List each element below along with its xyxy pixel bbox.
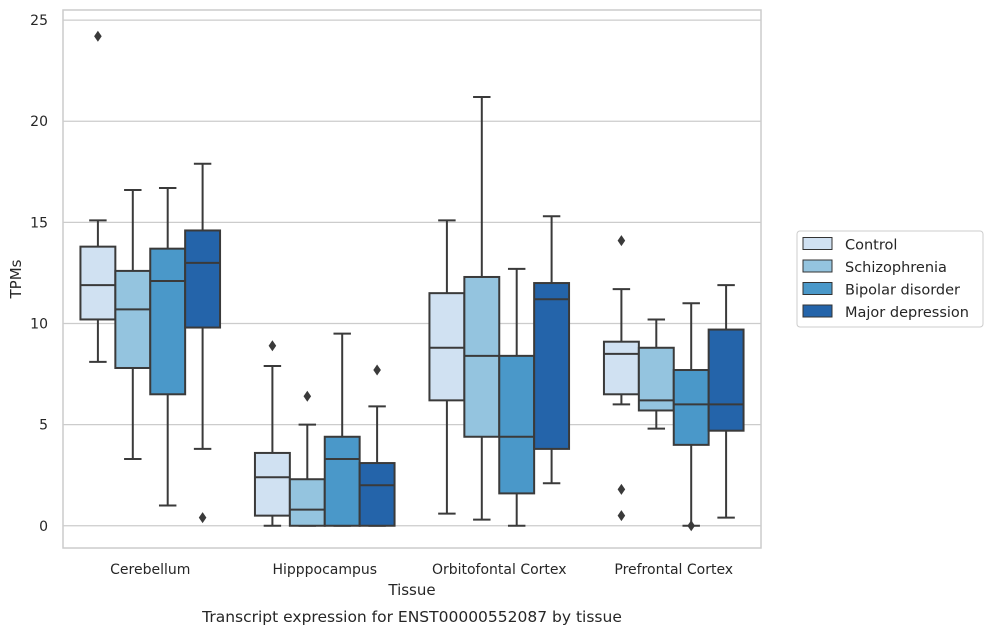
box-body bbox=[498, 354, 536, 495]
y-axis-label: TPMs bbox=[7, 259, 25, 299]
outlier-point bbox=[617, 235, 626, 247]
legend: Control Schizophrenia Bipolar disorder Majo… bbox=[796, 230, 984, 328]
box-hipppocampus-control bbox=[253, 340, 291, 527]
box-body bbox=[533, 282, 571, 450]
box-body bbox=[253, 451, 291, 517]
box-body bbox=[79, 245, 117, 321]
box-body bbox=[358, 462, 396, 527]
box-orbitofontal-cortex-schizophrenia bbox=[463, 95, 501, 521]
box-cerebellum-schizophrenia bbox=[114, 189, 152, 461]
box-orbitofontal-cortex-bipolar-disorder bbox=[498, 267, 536, 527]
legend-label: Bipolar disorder bbox=[845, 283, 960, 299]
legend-swatch bbox=[802, 304, 833, 318]
box-cerebellum-bipolar-disorder bbox=[149, 186, 187, 507]
box-prefrontal-cortex-major-depression bbox=[707, 284, 745, 519]
legend-frame bbox=[796, 230, 984, 328]
box-prefrontal-cortex-control bbox=[602, 235, 640, 522]
legend-swatch bbox=[802, 259, 833, 273]
box-body bbox=[114, 269, 152, 369]
legend-label: Schizophrenia bbox=[845, 260, 947, 276]
box-hipppocampus-major-depression bbox=[358, 364, 396, 527]
box-body bbox=[149, 247, 187, 396]
chart-caption: Transcript expression for ENST0000055208… bbox=[201, 608, 622, 626]
boxes-layer bbox=[79, 30, 745, 532]
outlier-point bbox=[198, 512, 207, 524]
box-body bbox=[602, 340, 640, 396]
box-body bbox=[428, 292, 466, 402]
outlier-point bbox=[373, 364, 381, 376]
legend-swatch bbox=[802, 282, 833, 295]
box-body bbox=[672, 369, 710, 446]
x-tick-label: Hipppocampus bbox=[272, 562, 377, 578]
y-tick-label: 5 bbox=[39, 418, 48, 434]
y-tick-label: 10 bbox=[30, 316, 48, 332]
y-tick-label: 20 bbox=[30, 114, 48, 130]
outlier-point bbox=[687, 520, 695, 532]
y-axis-ticks: 0 5 10 15 20 25 bbox=[30, 13, 48, 535]
y-tick-label: 15 bbox=[30, 215, 48, 231]
y-tick-label: 25 bbox=[30, 13, 48, 29]
outlier-point bbox=[617, 483, 626, 495]
box-hipppocampus-schizophrenia bbox=[288, 390, 326, 527]
box-body bbox=[323, 435, 361, 527]
x-tick-label: Cerebellum bbox=[110, 562, 190, 578]
box-body bbox=[463, 275, 501, 438]
box-body bbox=[707, 328, 745, 432]
outlier-point bbox=[268, 340, 277, 352]
box-orbitofontal-cortex-major-depression bbox=[533, 215, 571, 485]
box-body bbox=[184, 229, 222, 329]
outlier-point bbox=[303, 390, 312, 402]
y-tick-label: 0 bbox=[39, 519, 48, 535]
outlier-point bbox=[617, 510, 626, 522]
box-hipppocampus-bipolar-disorder bbox=[323, 332, 361, 527]
legend-label: Major depression bbox=[845, 305, 969, 321]
x-axis-ticks: Cerebellum Hipppocampus Orbitofontal Corte… bbox=[110, 562, 733, 578]
x-axis-label: Tissue bbox=[387, 581, 435, 599]
box-cerebellum-major-depression bbox=[184, 162, 222, 524]
legend-swatch bbox=[802, 237, 833, 250]
x-tick-label: Prefrontal Cortex bbox=[614, 562, 733, 578]
box-body bbox=[288, 478, 326, 527]
box-cerebellum-control bbox=[79, 30, 117, 363]
x-tick-label: Orbitofontal Cortex bbox=[432, 562, 567, 578]
outlier-point bbox=[94, 30, 102, 42]
legend-label: Control bbox=[845, 238, 897, 254]
